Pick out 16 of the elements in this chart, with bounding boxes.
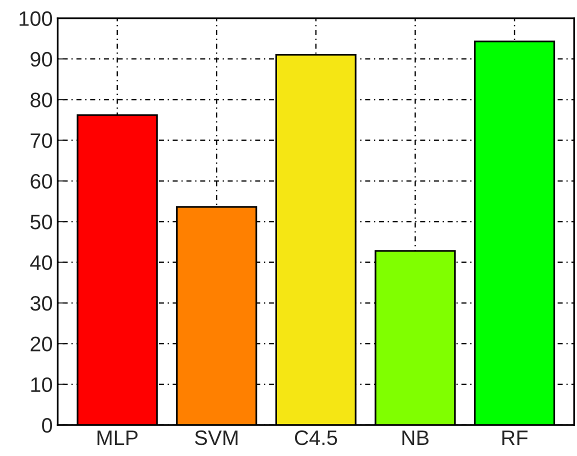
y-tick-label: 10 xyxy=(31,377,52,392)
y-tick-label: 80 xyxy=(30,92,52,108)
x-tick-label: NB xyxy=(402,430,429,445)
y-tick-label: 70 xyxy=(30,133,52,148)
y-tick-label: 90 xyxy=(30,52,52,67)
y-tick-label: 40 xyxy=(30,255,52,270)
y-tick-label: 60 xyxy=(30,174,52,189)
x-tick-label: RF xyxy=(502,430,528,445)
x-tick-label: SVM xyxy=(194,430,238,446)
x-tick-label: MLP xyxy=(98,430,138,445)
y-tick-label: 0 xyxy=(42,418,52,433)
y-tick-label: 100 xyxy=(20,11,52,26)
y-tick-label: 20 xyxy=(30,336,52,352)
y-tick-label: 30 xyxy=(30,296,52,311)
x-tick-label: C4.5 xyxy=(294,430,338,446)
y-tick-label: 50 xyxy=(30,214,52,230)
